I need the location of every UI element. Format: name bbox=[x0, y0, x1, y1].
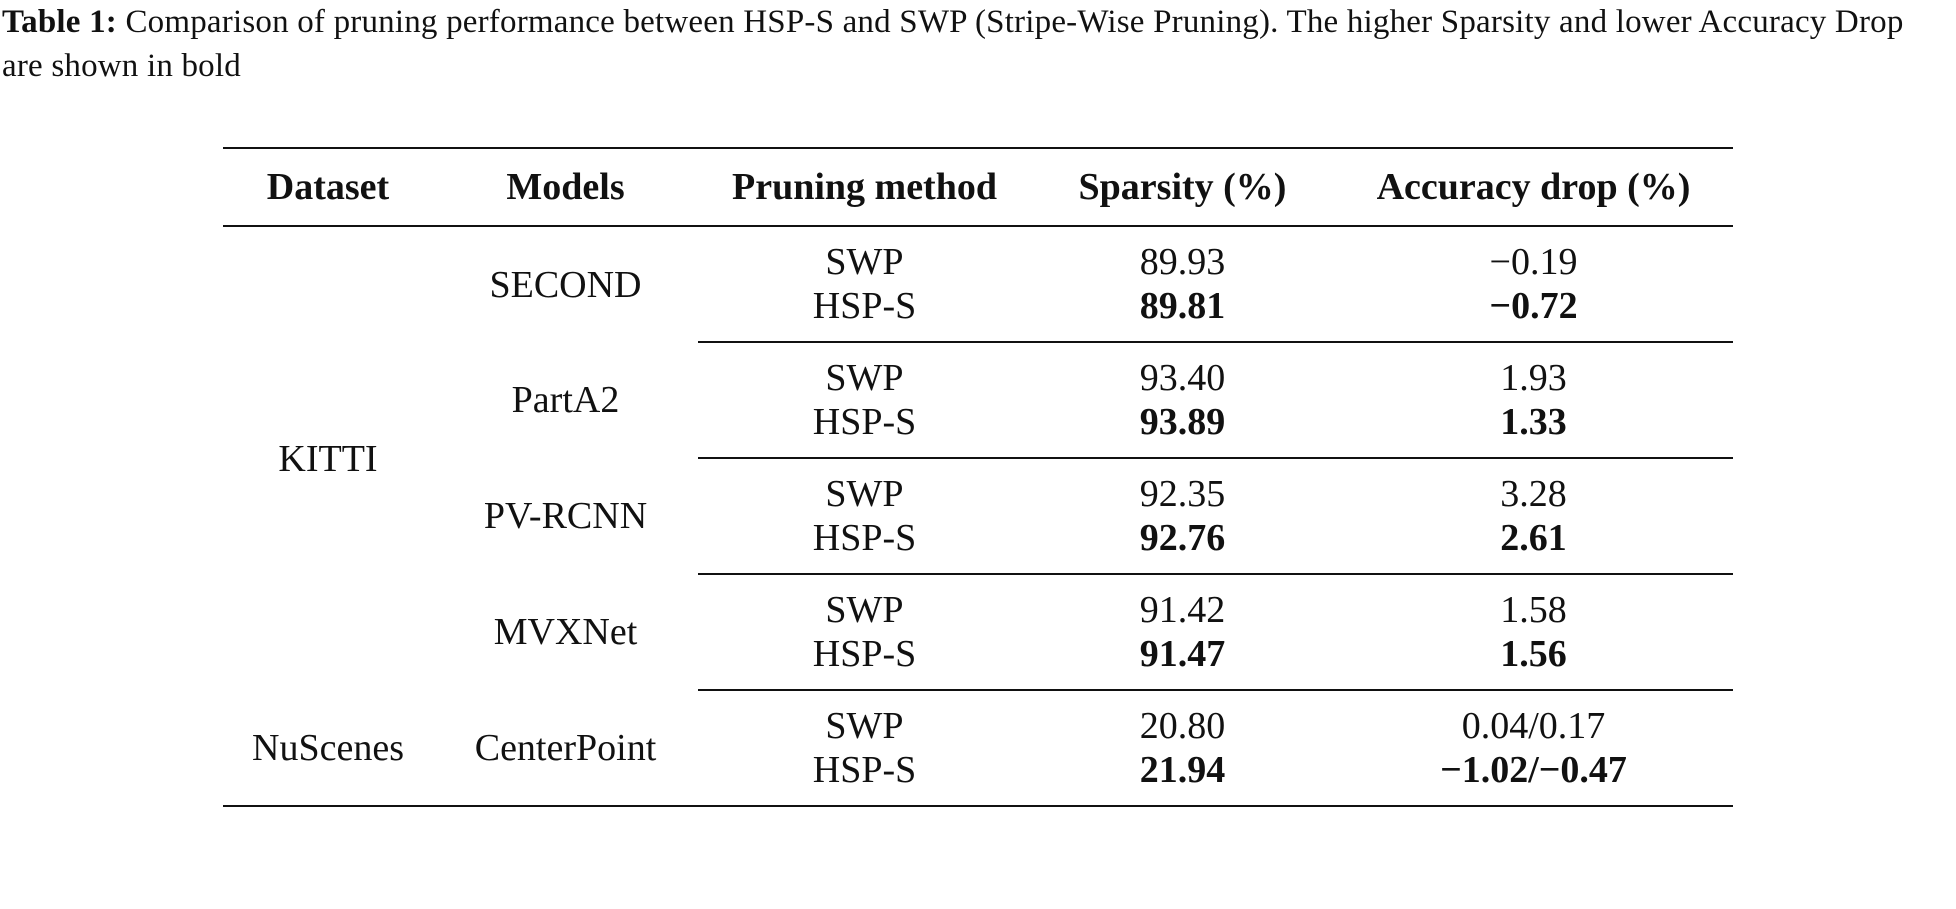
sparsity-cell: 20.80 bbox=[1139, 705, 1226, 747]
sparsity-cell: 89.93 bbox=[1139, 241, 1226, 283]
model-cell-parta2: PartA2 bbox=[511, 379, 620, 421]
table-row: NuScenes CenterPoint SWP 20.80 0.04/0.17 bbox=[223, 690, 1733, 807]
table-row: HSP-S 89.81 −0.72 bbox=[223, 284, 1733, 343]
table-row: MVXNet SWP 91.42 1.58 bbox=[223, 574, 1733, 653]
method-cell: SWP bbox=[825, 241, 904, 283]
method-cell: HSP-S bbox=[698, 632, 1031, 691]
sparsity-cell: 89.81 bbox=[1031, 284, 1334, 343]
accuracy-drop-cell: −1.02/−0.47 bbox=[1334, 748, 1733, 807]
table-row: PartA2 SWP 93.40 1.93 bbox=[223, 342, 1733, 421]
table-header-row: Dataset Models Pruning method Sparsity (… bbox=[223, 147, 1733, 227]
accuracy-drop-cell: 3.28 bbox=[1500, 473, 1567, 515]
header-accuracy-drop: Accuracy drop (%) bbox=[1334, 147, 1733, 227]
header-pruning-method: Pruning method bbox=[698, 147, 1031, 227]
dataset-cell-nuscenes: NuScenes bbox=[223, 690, 433, 807]
accuracy-drop-cell: 1.56 bbox=[1334, 632, 1733, 691]
sparsity-cell: 91.47 bbox=[1031, 632, 1334, 691]
sparsity-cell: 92.35 bbox=[1139, 473, 1226, 515]
accuracy-drop-cell: 2.61 bbox=[1334, 516, 1733, 575]
accuracy-drop-cell: −0.19 bbox=[1489, 241, 1578, 283]
table-row: HSP-S 93.89 1.33 bbox=[223, 400, 1733, 459]
sparsity-cell: 93.89 bbox=[1031, 400, 1334, 459]
sparsity-cell: 92.76 bbox=[1031, 516, 1334, 575]
sparsity-cell: 21.94 bbox=[1031, 748, 1334, 807]
method-cell: SWP bbox=[825, 357, 904, 399]
table-row: HSP-S 91.47 1.56 bbox=[223, 632, 1733, 691]
accuracy-drop-cell: −0.72 bbox=[1334, 284, 1733, 343]
caption-text: Comparison of pruning performance betwee… bbox=[2, 4, 1904, 84]
accuracy-drop-cell: 0.04/0.17 bbox=[1461, 705, 1606, 747]
accuracy-drop-cell: 1.58 bbox=[1500, 589, 1567, 631]
model-cell-centerpoint: CenterPoint bbox=[433, 690, 698, 807]
sparsity-cell: 91.42 bbox=[1139, 589, 1226, 631]
accuracy-drop-cell: 1.93 bbox=[1500, 357, 1567, 399]
header-models: Models bbox=[433, 147, 698, 227]
method-cell: SWP bbox=[825, 705, 904, 747]
table-caption: Table 1: Comparison of pruning performan… bbox=[2, 0, 1952, 88]
method-cell: SWP bbox=[825, 589, 904, 631]
model-cell-second: SECOND bbox=[489, 263, 642, 306]
header-sparsity: Sparsity (%) bbox=[1031, 147, 1334, 227]
accuracy-drop-cell: 1.33 bbox=[1334, 400, 1733, 459]
dataset-cell-kitti: KITTI bbox=[278, 437, 378, 480]
results-table: Dataset Models Pruning method Sparsity (… bbox=[223, 147, 1733, 807]
model-cell-pv-rcnn: PV-RCNN bbox=[483, 495, 648, 537]
method-cell: HSP-S bbox=[698, 284, 1031, 343]
table-row: KITTI SECOND SWP 89.93 −0.19 bbox=[223, 226, 1733, 480]
method-cell: SWP bbox=[825, 473, 904, 515]
table-row: HSP-S 21.94 −1.02/−0.47 bbox=[223, 748, 1733, 807]
sparsity-cell: 93.40 bbox=[1139, 357, 1226, 399]
model-cell-mvxnet: MVXNet bbox=[493, 611, 638, 653]
method-cell: HSP-S bbox=[698, 516, 1031, 575]
table-row: PV-RCNN SWP 92.35 3.28 bbox=[223, 458, 1733, 537]
method-cell: HSP-S bbox=[698, 400, 1031, 459]
caption-label: Table 1: bbox=[2, 4, 117, 40]
table-row: HSP-S 92.76 2.61 bbox=[223, 516, 1733, 575]
header-dataset: Dataset bbox=[223, 147, 433, 227]
method-cell: HSP-S bbox=[698, 748, 1031, 807]
